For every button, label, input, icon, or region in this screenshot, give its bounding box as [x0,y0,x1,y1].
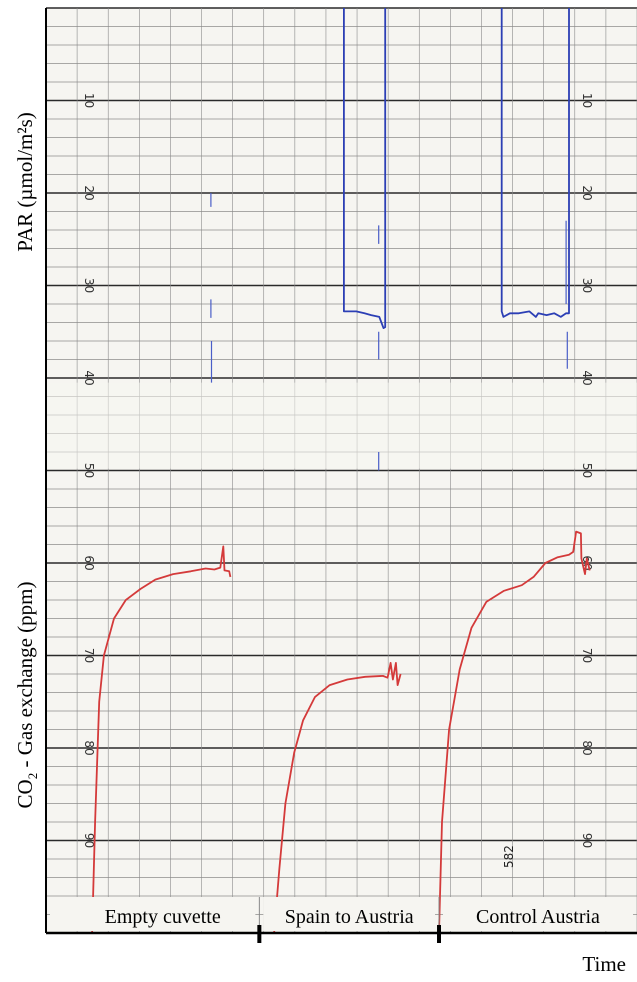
segment-label: Empty cuvette [105,906,221,928]
series-layer [91,8,591,934]
stamp-number: 582 [502,845,516,868]
y-tick-label-left: 20 [82,185,96,200]
segment-label-bg [263,897,436,931]
y-tick-label-right: 40 [580,370,594,385]
y-tick-label-right: 90 [580,833,594,848]
segment-label-bg [50,897,256,931]
y-axis-label-co2: CO2 - Gas exchange (ppm) [13,582,40,809]
y-tick-label-left: 40 [82,370,96,385]
segment-boundary-ticks [257,897,442,943]
y-tick-label-right: 20 [580,185,594,200]
segment-label: Spain to Austria [285,906,414,928]
series-line-co2 [91,530,591,934]
y-tick-label-right: 70 [580,648,594,663]
y-tick-label-left: 10 [82,93,96,108]
y-tick-label-right: 10 [580,93,594,108]
y-tick-label-left: 60 [82,555,96,570]
paper-fold-band [46,382,637,469]
segment-labels: Empty cuvette Spain to Austria Control Aus… [50,897,633,931]
y-tick-label-left: 70 [82,648,96,663]
y-axis-label-co2-suffix: - Gas exchange (ppm) [13,582,37,773]
y-axis-label-co2-prefix: CO [13,779,37,808]
segment-label-bg [443,897,633,931]
y-tick-label-right: 50 [580,463,594,478]
y-axis-label-co2-subscript: 2 [25,773,40,780]
y-tick-label-right: 80 [580,740,594,755]
y-axis-label-par: PAR (µmol/m²s) [13,112,37,252]
y-tick-label-left: 80 [82,740,96,755]
y-tick-label-left: 50 [82,463,96,478]
y-tick-label-left: 90 [82,833,96,848]
segment-label: Control Austria [476,906,600,928]
x-axis-label: Time [582,952,626,976]
series-line-par-spikes [210,193,568,471]
y-tick-label-left: 30 [82,278,96,293]
series-line-par [343,8,570,329]
chart-grid [45,7,637,934]
y-tick-label-right: 30 [580,278,594,293]
